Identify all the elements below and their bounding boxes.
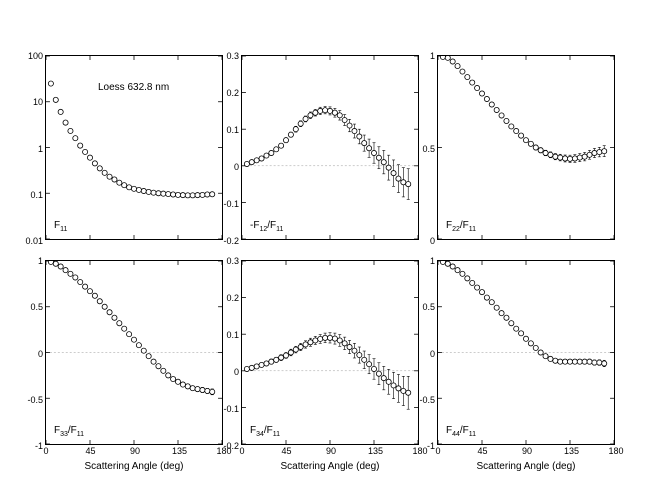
xtick-label: 135 bbox=[172, 444, 188, 456]
xtick-label: 135 bbox=[564, 444, 580, 456]
panel-title: F22/F11 bbox=[446, 220, 476, 233]
ytick-label: 0.1 bbox=[226, 125, 242, 135]
ytick-label: 0.2 bbox=[226, 293, 242, 303]
ytick-label: 0 bbox=[234, 162, 242, 172]
xtick-label: 45 bbox=[83, 444, 99, 456]
panel-title: F11 bbox=[54, 220, 67, 233]
ytick-label: 0 bbox=[38, 349, 46, 359]
ytick-label: 0.3 bbox=[226, 51, 242, 61]
ytick-label: 0.5 bbox=[422, 144, 438, 154]
xtick-label: 180 bbox=[412, 444, 428, 456]
x-axis-label: Scattering Angle (deg) bbox=[242, 461, 418, 472]
panel-F44/F11: -1-0.500.5104590135180Scattering Angle (… bbox=[437, 260, 615, 445]
ytick-label: 0.5 bbox=[422, 302, 438, 312]
xtick-label: 90 bbox=[127, 444, 143, 456]
ytick-label: 0.2 bbox=[226, 88, 242, 98]
ytick-label: 0.5 bbox=[30, 302, 46, 312]
ytick-label: -0.2 bbox=[223, 236, 242, 246]
xtick-label: 90 bbox=[519, 444, 535, 456]
ytick-label: 1 bbox=[430, 256, 438, 266]
ytick-label: -0.5 bbox=[419, 395, 438, 405]
ytick-label: 0.3 bbox=[226, 256, 242, 266]
panel-F33/F11: -1-0.500.5104590135180Scattering Angle (… bbox=[45, 260, 223, 445]
panel-title: -F12/F11 bbox=[250, 220, 283, 233]
xtick-label: 180 bbox=[608, 444, 624, 456]
panel--F12/F11: -0.2-0.100.10.20.3-F12/F11 bbox=[241, 55, 419, 240]
ytick-label: 0 bbox=[234, 367, 242, 377]
ytick-label: 0 bbox=[430, 236, 438, 246]
panel-title: F44/F11 bbox=[446, 425, 476, 438]
panel-F34/F11: -0.2-0.100.10.20.304590135180Scattering … bbox=[241, 260, 419, 445]
ytick-label: 0.1 bbox=[226, 330, 242, 340]
panel-title: F33/F11 bbox=[54, 425, 84, 438]
x-axis-label: Scattering Angle (deg) bbox=[46, 461, 222, 472]
panel-F11: 0.010.1110100F11Loess 632.8 nm bbox=[45, 55, 223, 240]
x-axis-label: Scattering Angle (deg) bbox=[438, 461, 614, 472]
ytick-label: 0 bbox=[430, 349, 438, 359]
ytick-label: 1 bbox=[38, 144, 46, 154]
xtick-label: 0 bbox=[38, 444, 54, 456]
ytick-label: 100 bbox=[28, 51, 46, 61]
xtick-label: 90 bbox=[323, 444, 339, 456]
ytick-label: 1 bbox=[38, 256, 46, 266]
ytick-label: 10 bbox=[33, 97, 46, 107]
ytick-label: 0.1 bbox=[30, 190, 46, 200]
ytick-label: -0.1 bbox=[223, 199, 242, 209]
ytick-label: 1 bbox=[430, 51, 438, 61]
figure: 0.010.1110100F11Loess 632.8 nm-0.2-0.100… bbox=[0, 0, 650, 502]
panel-F22/F11: 00.51F22/F11 bbox=[437, 55, 615, 240]
sample-label: Loess 632.8 nm bbox=[98, 82, 169, 93]
xtick-label: 45 bbox=[475, 444, 491, 456]
ytick-label: -0.5 bbox=[27, 395, 46, 405]
ytick-label: 0.01 bbox=[25, 236, 46, 246]
panel-title: F34/F11 bbox=[250, 425, 280, 438]
xtick-label: 0 bbox=[234, 444, 250, 456]
xtick-label: 0 bbox=[430, 444, 446, 456]
panel-grid: 0.010.1110100F11Loess 632.8 nm-0.2-0.100… bbox=[45, 55, 615, 445]
ytick-label: -0.1 bbox=[223, 404, 242, 414]
xtick-label: 45 bbox=[279, 444, 295, 456]
xtick-label: 135 bbox=[368, 444, 384, 456]
